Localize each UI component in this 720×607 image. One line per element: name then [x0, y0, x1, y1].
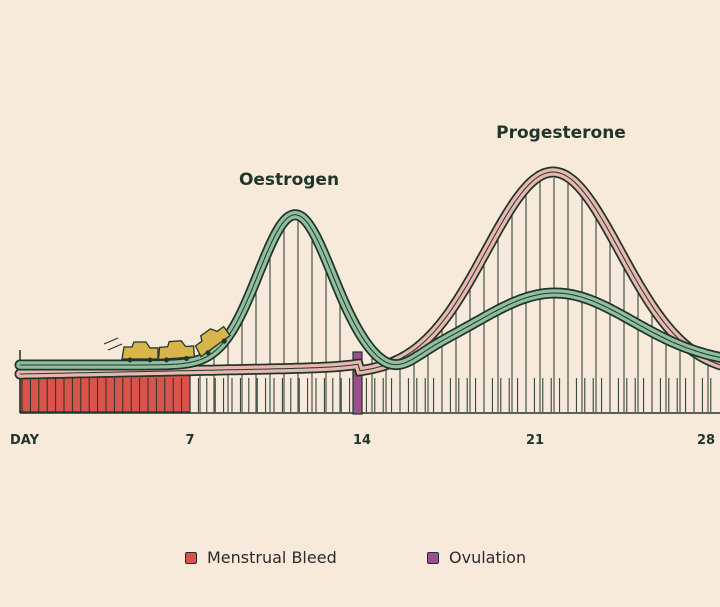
car-body — [194, 325, 232, 358]
legend-label-menstrual-bleed: Menstrual Bleed — [207, 548, 337, 567]
hormone-curves — [14, 166, 720, 380]
coaster-car — [121, 341, 159, 363]
car-body — [121, 341, 159, 360]
car-wheel — [164, 357, 170, 363]
car-wheel — [127, 357, 133, 363]
x-axis-day-label: DAY — [10, 433, 40, 448]
x-tick-14: 14 — [353, 433, 371, 448]
progesterone-curve-centre — [19, 171, 720, 375]
motion-line — [103, 337, 119, 345]
legend-item-menstrual-bleed: Menstrual Bleed — [185, 548, 337, 567]
car-body — [157, 340, 196, 361]
coaster-car — [194, 325, 232, 358]
coaster-cars — [103, 325, 232, 363]
progesterone-label: Progesterone — [496, 123, 626, 143]
car-wheel — [221, 338, 227, 344]
legend-item-ovulation: Ovulation — [427, 548, 526, 567]
track-struts — [19, 178, 720, 414]
x-tick-28: 28 — [697, 433, 715, 448]
car-wheel — [183, 355, 189, 361]
car-wheel — [147, 357, 153, 363]
x-tick-7: 7 — [185, 433, 194, 448]
x-tick-21: 21 — [526, 433, 544, 448]
ovulation-swatch — [427, 551, 439, 564]
ovulation-marker — [352, 351, 363, 415]
oestrogen-label: Oestrogen — [239, 170, 339, 190]
legend-label-ovulation: Ovulation — [449, 548, 527, 567]
coaster-car — [157, 340, 196, 363]
car-wheel — [205, 350, 211, 356]
oestrogen-curve-centre — [19, 214, 720, 366]
menstrual-bleed-swatch — [185, 551, 197, 564]
legend: Menstrual Bleed Ovulation — [0, 548, 720, 572]
motion-line — [107, 343, 123, 351]
